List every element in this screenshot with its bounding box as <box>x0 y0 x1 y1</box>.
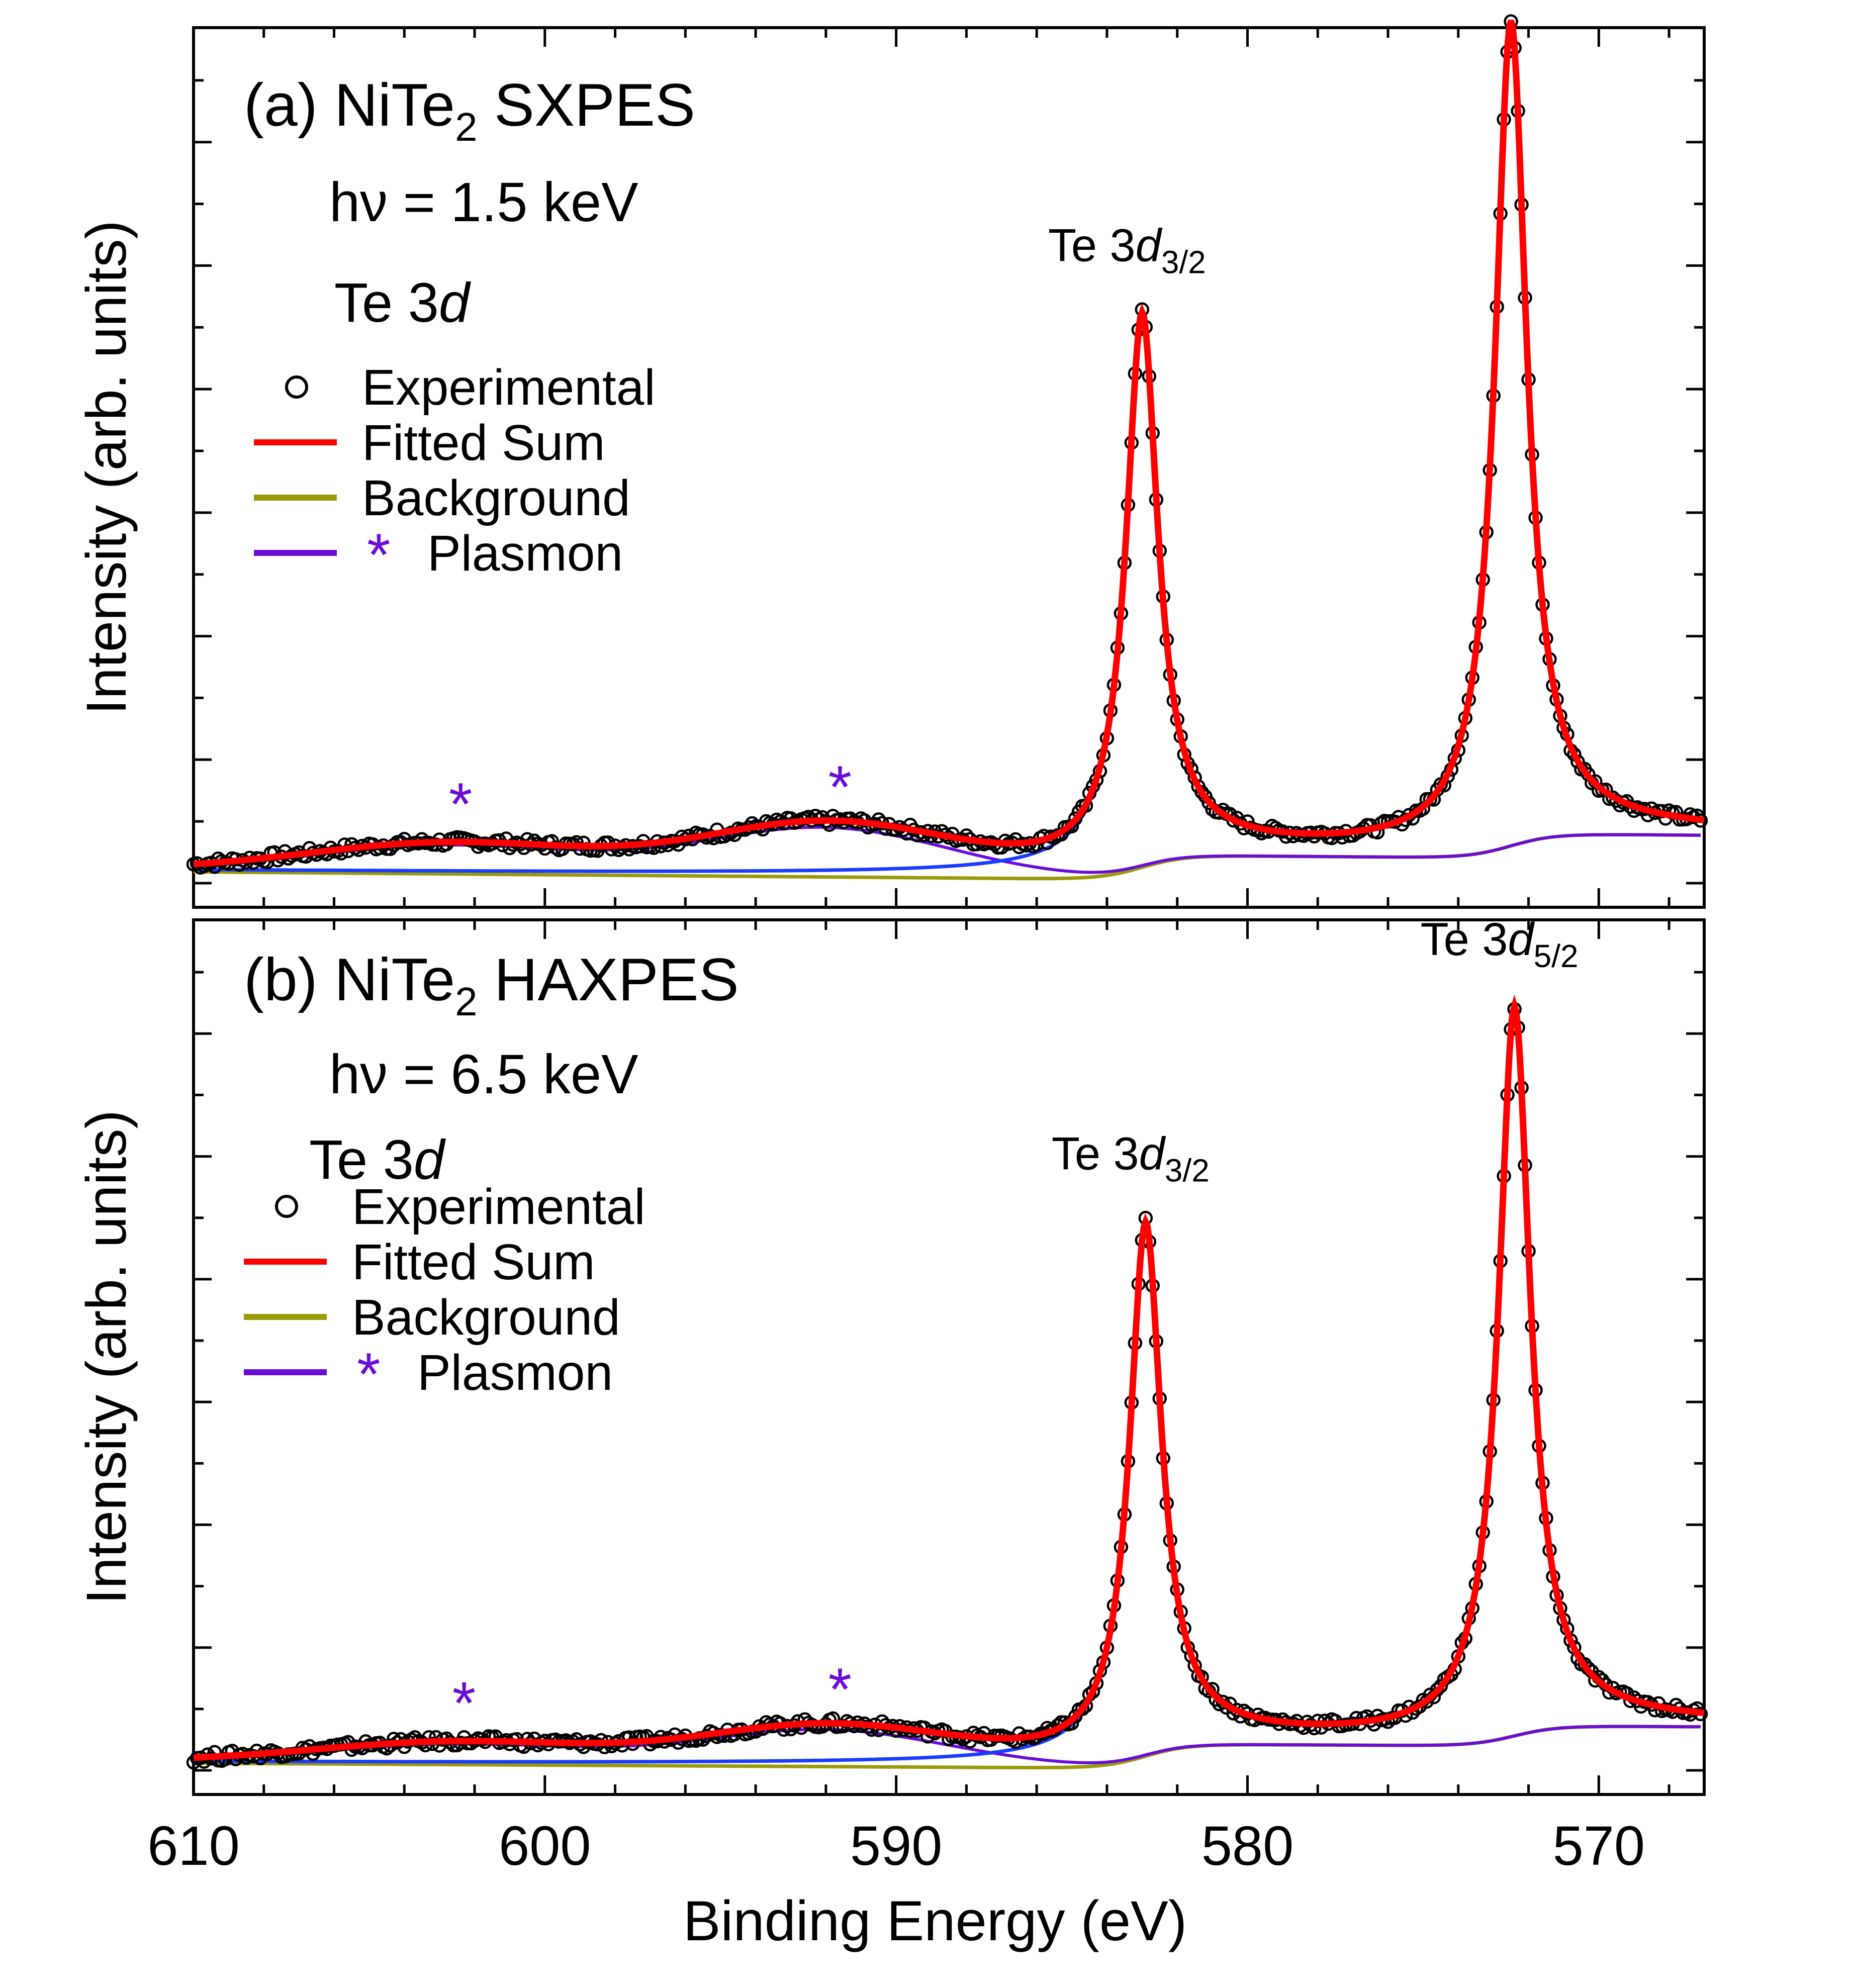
plot-frame <box>192 26 1706 909</box>
legend-label: Fitted Sum <box>352 1234 595 1290</box>
data-point <box>1433 1679 1448 1693</box>
core-level-label: Te 3d <box>334 272 472 334</box>
data-point <box>1068 1709 1083 1724</box>
peak-label: Te 3d3/2 <box>1048 220 1206 280</box>
panel-a: (a) NiTe2 SXPES hν = 1.5 keV Te 3d Experime… <box>75 14 1708 909</box>
legend-plasmon-marker: * <box>357 1341 381 1408</box>
panel-title: (b) NiTe2 HAXPES <box>244 946 739 1024</box>
legend-label: Plasmon <box>427 525 623 582</box>
x-tick-label: 590 <box>850 1815 943 1877</box>
legend-marker-experimental <box>275 1195 298 1218</box>
data-point <box>1075 1701 1090 1716</box>
x-axis-label: Binding Energy (eV) <box>683 1889 1187 1952</box>
legend-label: Background <box>352 1289 620 1346</box>
plasmon-marker: * <box>449 771 473 838</box>
data-point <box>1068 811 1083 826</box>
photon-energy-label: hν = 1.5 keV <box>329 171 638 233</box>
y-axis-label: Intensity (arb. units) <box>75 220 138 715</box>
legend-label: Plasmon <box>417 1345 613 1401</box>
panel-b: (b) NiTe2 HAXPES hν = 6.5 keV Te 3dExperim… <box>75 914 1708 1877</box>
photon-energy-label: hν = 6.5 keV <box>329 1044 638 1105</box>
experimental-points <box>186 1002 1708 1770</box>
legend-plasmon-marker: * <box>367 521 391 589</box>
plot-frame <box>192 918 1706 1796</box>
data-point <box>1194 785 1209 800</box>
x-tick-label: 570 <box>1553 1815 1645 1877</box>
legend-label: Background <box>362 470 630 526</box>
legend-label: Experimental <box>362 359 656 416</box>
legend-label: Fitted Sum <box>362 415 605 471</box>
panel-title: (a) NiTe2 SXPES <box>244 71 695 149</box>
fitted-sum-curve <box>193 994 1705 1761</box>
x-tick-label: 600 <box>499 1815 591 1877</box>
fitted-sum-curve <box>193 20 1705 868</box>
x-tick-label: 610 <box>147 1815 240 1877</box>
x-tick-label: 580 <box>1201 1815 1294 1877</box>
peak-label: Te 3d5/2 <box>1421 914 1579 974</box>
plasmon-marker: * <box>452 1670 476 1737</box>
data-point <box>1430 1682 1445 1697</box>
legend-marker-experimental <box>285 375 308 399</box>
plasmon-marker: * <box>828 1656 852 1723</box>
plasmon-marker: * <box>828 753 852 821</box>
peak-label: Te 3d3/2 <box>1052 1128 1210 1189</box>
core-level-label: Te 3d <box>309 1129 446 1191</box>
y-axis-label: Intensity (arb. units) <box>75 1110 138 1604</box>
legend-label: Experimental <box>352 1179 645 1235</box>
